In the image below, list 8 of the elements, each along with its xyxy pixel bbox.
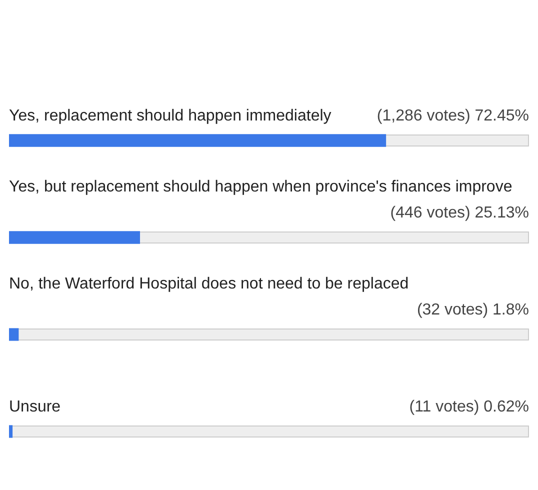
y-tick-label: Yes, but replacement should happen when province's finances improve bbox=[9, 178, 512, 196]
data-label: (446 votes) 25.13% bbox=[390, 204, 529, 222]
data-label: (32 votes) 1.8% bbox=[416, 302, 529, 318]
y-tick-label: Yes, replacement should happen immediately bbox=[9, 108, 332, 124]
data-label: (11 votes) 0.62% bbox=[409, 398, 529, 416]
y-tick-label: No, the Waterford Hospital does not need to be replaced bbox=[9, 276, 409, 292]
data-label: (1,286 votes) 72.45% bbox=[376, 108, 529, 124]
y-tick-label: Unsure bbox=[9, 398, 61, 416]
